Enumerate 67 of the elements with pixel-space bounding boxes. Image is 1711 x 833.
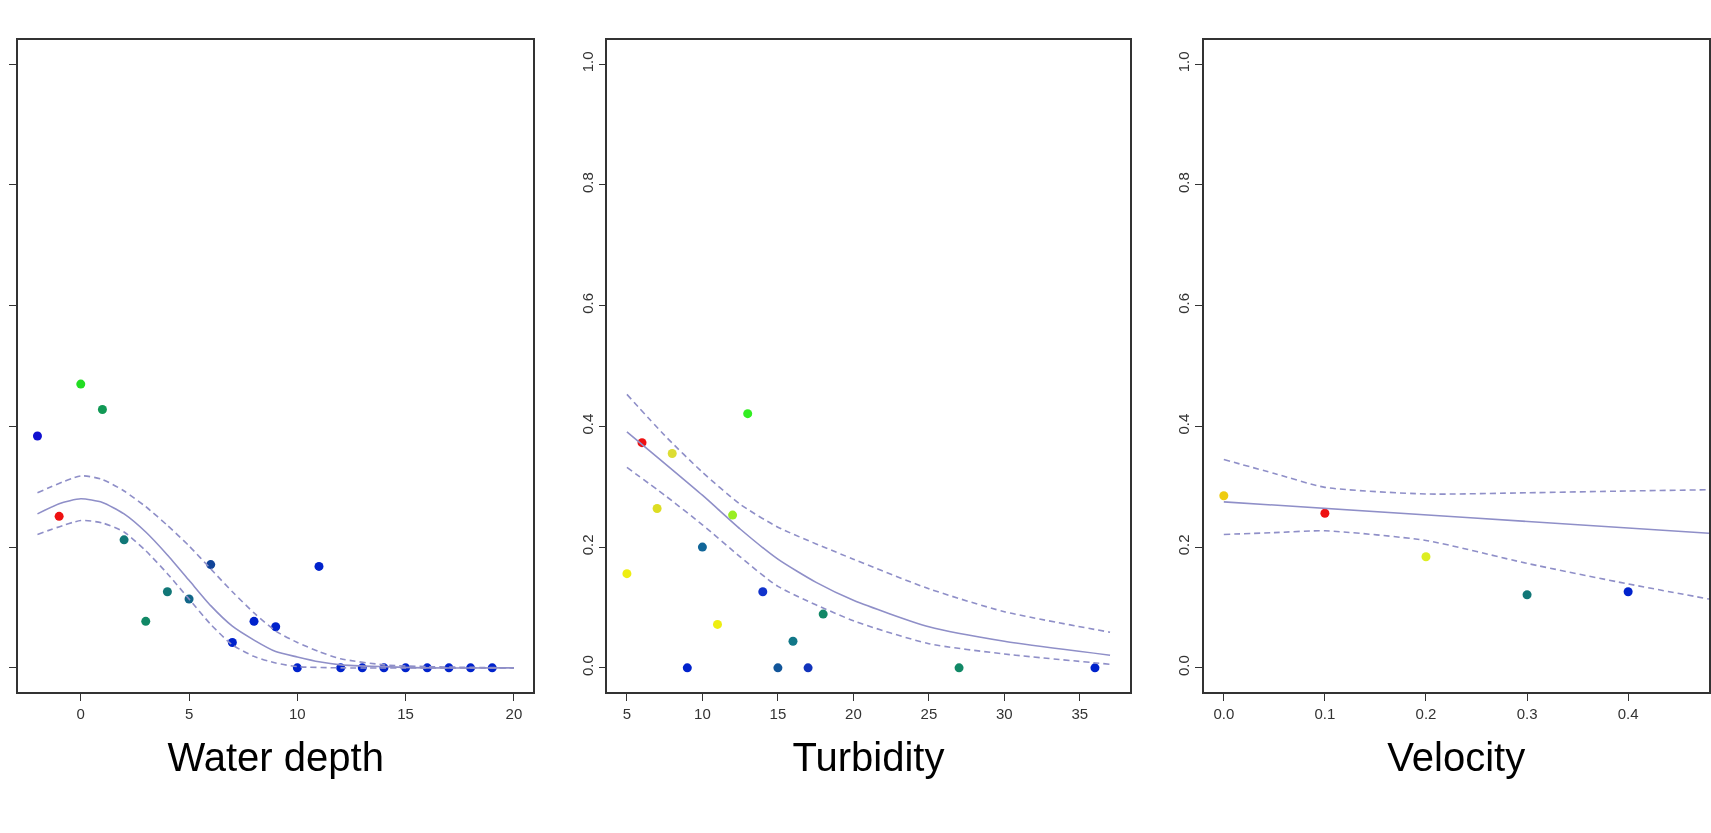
point xyxy=(97,404,107,414)
point xyxy=(141,616,151,626)
y-tick-label: 0.2 xyxy=(578,534,596,556)
point xyxy=(249,616,259,626)
x-tick-label: 0.2 xyxy=(1415,704,1437,722)
x-tick-label: 5 xyxy=(622,704,632,722)
line-series xyxy=(626,466,1111,666)
point xyxy=(271,622,281,632)
point xyxy=(1090,663,1100,673)
line-series xyxy=(1223,529,1709,600)
y-tick-label: 0.4 xyxy=(578,413,596,435)
point xyxy=(713,619,722,629)
x-tick-label: 25 xyxy=(920,704,938,722)
point xyxy=(32,431,42,441)
y-tick-label: 0.6 xyxy=(578,292,596,314)
point xyxy=(54,511,64,521)
point xyxy=(773,663,783,673)
line-series xyxy=(1223,458,1709,495)
point xyxy=(667,449,677,459)
x-tick-label: 0.1 xyxy=(1314,704,1336,722)
x-axis-title: Turbidity xyxy=(792,734,945,779)
point xyxy=(1219,491,1229,501)
point xyxy=(818,609,828,619)
point xyxy=(314,561,324,571)
point xyxy=(1320,508,1330,518)
y-tick-label: 0.6 xyxy=(1174,292,1192,314)
point xyxy=(758,587,768,597)
point xyxy=(1522,590,1532,600)
y-tick-label: 0.0 xyxy=(578,655,596,677)
x-tick-label: 35 xyxy=(1071,704,1089,722)
point xyxy=(954,663,964,673)
point xyxy=(119,535,129,545)
y-tick-label: 0.0 xyxy=(1174,655,1192,677)
point xyxy=(652,503,662,513)
y-tick-label: 1.0 xyxy=(1174,51,1192,73)
x-tick-label: 0.4 xyxy=(1617,704,1639,722)
x-tick-label: 20 xyxy=(505,704,523,722)
x-tick-label: 15 xyxy=(769,704,787,722)
x-tick-label: 10 xyxy=(694,704,711,722)
x-tick-label: 0.3 xyxy=(1516,704,1538,722)
point xyxy=(76,379,86,389)
point xyxy=(788,636,798,646)
y-tick-label: 0.8 xyxy=(1174,172,1192,194)
point xyxy=(697,542,707,552)
y-tick-label: 1.0 xyxy=(578,51,596,73)
x-tick-label: 0.0 xyxy=(1213,704,1235,722)
x-tick-label: 5 xyxy=(184,704,194,722)
point xyxy=(803,663,813,673)
x-axis-title: Water depth xyxy=(167,734,384,779)
y-tick-label: 0.8 xyxy=(578,172,596,194)
x-tick-label: 10 xyxy=(288,704,306,722)
y-tick-label: 0.4 xyxy=(1174,413,1192,435)
x-tick-label: 30 xyxy=(996,704,1013,722)
line-series xyxy=(626,393,1111,634)
y-tick-label: 0.2 xyxy=(1174,534,1192,556)
x-axis-title: Velocity xyxy=(1387,734,1526,779)
line-series xyxy=(626,431,1111,656)
point xyxy=(622,569,632,579)
point xyxy=(743,409,753,419)
point xyxy=(1421,552,1431,562)
x-tick-label: 15 xyxy=(397,704,414,722)
x-tick-label: 0 xyxy=(76,704,85,722)
point xyxy=(728,510,738,520)
point xyxy=(682,663,692,673)
x-tick-label: 20 xyxy=(845,704,862,722)
point xyxy=(162,587,172,597)
point xyxy=(1623,587,1633,597)
